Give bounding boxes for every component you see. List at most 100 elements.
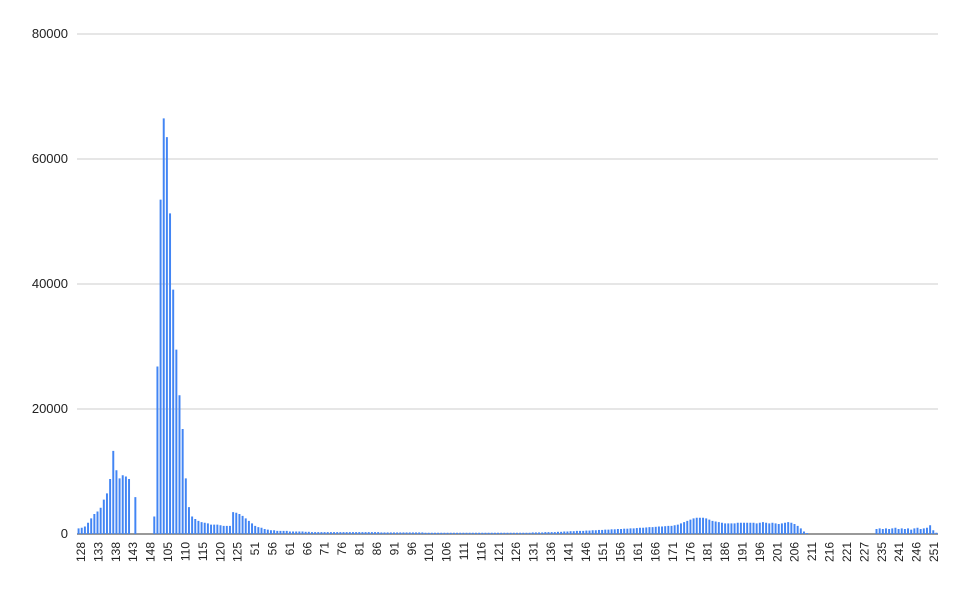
bar (276, 530, 279, 535)
bar (512, 532, 515, 534)
bar (673, 525, 676, 534)
bar (925, 527, 928, 534)
x-tick-label: 133 (91, 542, 105, 562)
bar (339, 532, 342, 535)
bar (500, 532, 503, 534)
x-tick-label: 128 (74, 542, 88, 562)
bar (686, 520, 689, 535)
bar (897, 529, 900, 534)
bar (919, 529, 922, 534)
x-tick-label: 126 (509, 542, 523, 562)
bar (913, 528, 916, 535)
bar (780, 523, 783, 535)
bar (932, 530, 935, 534)
bar (506, 532, 509, 534)
x-tick-label: 110 (178, 542, 192, 561)
x-tick-label: 146 (579, 542, 593, 562)
bar (497, 532, 500, 534)
bar (87, 522, 90, 534)
bar (295, 531, 298, 534)
bar (80, 527, 83, 534)
bar (922, 528, 925, 535)
bar (456, 532, 459, 534)
bar (515, 532, 518, 534)
bar (222, 525, 225, 535)
x-tick-label: 136 (544, 542, 558, 562)
bar (875, 529, 878, 534)
bar (459, 532, 462, 534)
bar (802, 531, 805, 534)
bar (247, 520, 250, 535)
bar (351, 532, 354, 535)
x-tick-label: 186 (718, 542, 732, 562)
bar (402, 532, 405, 534)
bar (336, 532, 339, 535)
bar (654, 526, 657, 534)
x-tick-label: 181 (701, 542, 715, 562)
bar (900, 528, 903, 535)
bar (383, 532, 386, 534)
bar (538, 532, 541, 534)
bar (610, 529, 613, 534)
bar (90, 518, 93, 535)
bar (329, 532, 332, 535)
bar (159, 199, 162, 535)
bar (298, 531, 301, 534)
bar (121, 475, 124, 534)
bar (392, 532, 395, 534)
bar (481, 532, 484, 534)
x-tick-label: 111 (457, 542, 471, 561)
bar (670, 525, 673, 535)
bar (632, 528, 635, 535)
bar (761, 522, 764, 535)
bar (105, 493, 108, 535)
x-tick-label: 106 (440, 542, 454, 562)
bar (415, 532, 418, 534)
bar (679, 523, 682, 535)
bar (178, 395, 181, 534)
x-tick-label: 138 (109, 542, 123, 562)
bar (711, 520, 714, 535)
bar (484, 532, 487, 534)
x-tick-label: 105 (161, 542, 175, 562)
bar (266, 529, 269, 535)
bar (446, 532, 449, 534)
bar (112, 450, 115, 535)
bar (560, 531, 563, 534)
bar (225, 525, 228, 535)
bar (528, 532, 531, 534)
bar (888, 529, 891, 534)
bar (213, 524, 216, 535)
bar (405, 532, 408, 534)
bar (307, 531, 310, 534)
bar (314, 532, 317, 535)
x-tick-label: 143 (126, 542, 140, 562)
bar (219, 525, 222, 534)
bar (345, 532, 348, 535)
bar (698, 517, 701, 534)
bar (907, 528, 910, 535)
bar (758, 522, 761, 534)
bar (361, 532, 364, 535)
bar (175, 349, 178, 535)
bar (645, 527, 648, 534)
bar (493, 532, 496, 534)
x-tick-label: 151 (596, 542, 610, 562)
x-tick-label: 241 (892, 542, 906, 562)
bar (399, 532, 402, 534)
bar (380, 532, 383, 534)
bar (430, 532, 433, 534)
x-tick-label: 235 (875, 542, 889, 562)
bar (203, 522, 206, 534)
bar (648, 527, 651, 535)
bar (799, 528, 802, 535)
bar (522, 532, 525, 534)
bar (705, 518, 708, 535)
bar (787, 522, 790, 535)
bar (443, 532, 446, 534)
bar (162, 118, 165, 535)
bar (572, 531, 575, 534)
bar (487, 532, 490, 534)
x-tick-label: 148 (144, 542, 158, 562)
bar (556, 531, 559, 534)
